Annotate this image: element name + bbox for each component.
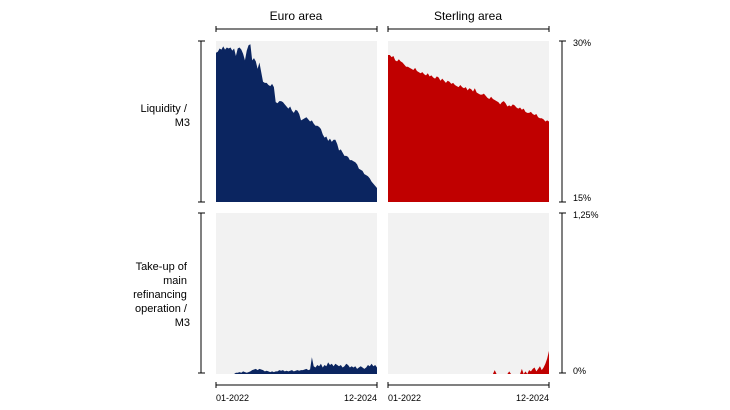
- tick-label-take-up-bottom: 0%: [573, 366, 586, 376]
- area-series-take-up-sterling-area: [388, 350, 549, 374]
- tick-label-liquidity-bottom: 15%: [573, 193, 591, 203]
- row-label-take-up: Take-up of main refinancing operation / …: [133, 261, 190, 329]
- right-axis-take-up: [559, 212, 566, 374]
- row-bracket-liquidity: [198, 40, 205, 203]
- row-bracket-take-up: [198, 212, 205, 374]
- tick-label-take-up-top: 1,25%: [573, 210, 599, 220]
- area-series-liquidity-sterling-area: [388, 54, 549, 203]
- x-tick-label-euro-end: 12-2024: [344, 393, 377, 403]
- x-tick-label-euro-start: 01-2022: [216, 393, 249, 403]
- area-series-take-up-euro-area: [216, 357, 377, 374]
- x-axis-euro-area: [215, 382, 378, 388]
- column-bracket-euro-area: [215, 26, 378, 32]
- row-label-liquidity: Liquidity / M3: [140, 103, 190, 129]
- column-bracket-sterling-area: [387, 26, 550, 32]
- right-axis-liquidity: [559, 40, 566, 203]
- x-axis-sterling-area: [387, 382, 550, 388]
- panel-background-take-up-euro-area: [216, 213, 377, 374]
- x-tick-label-sterling-start: 01-2022: [388, 393, 421, 403]
- x-tick-label-sterling-end: 12-2024: [516, 393, 549, 403]
- panels: [216, 41, 549, 374]
- column-header-euro-area: Euro area: [270, 9, 323, 23]
- column-header-sterling-area: Sterling area: [434, 9, 502, 23]
- area-series-liquidity-euro-area: [216, 44, 377, 202]
- panel-background-take-up-sterling-area: [388, 213, 549, 374]
- tick-label-liquidity-top: 30%: [573, 38, 591, 48]
